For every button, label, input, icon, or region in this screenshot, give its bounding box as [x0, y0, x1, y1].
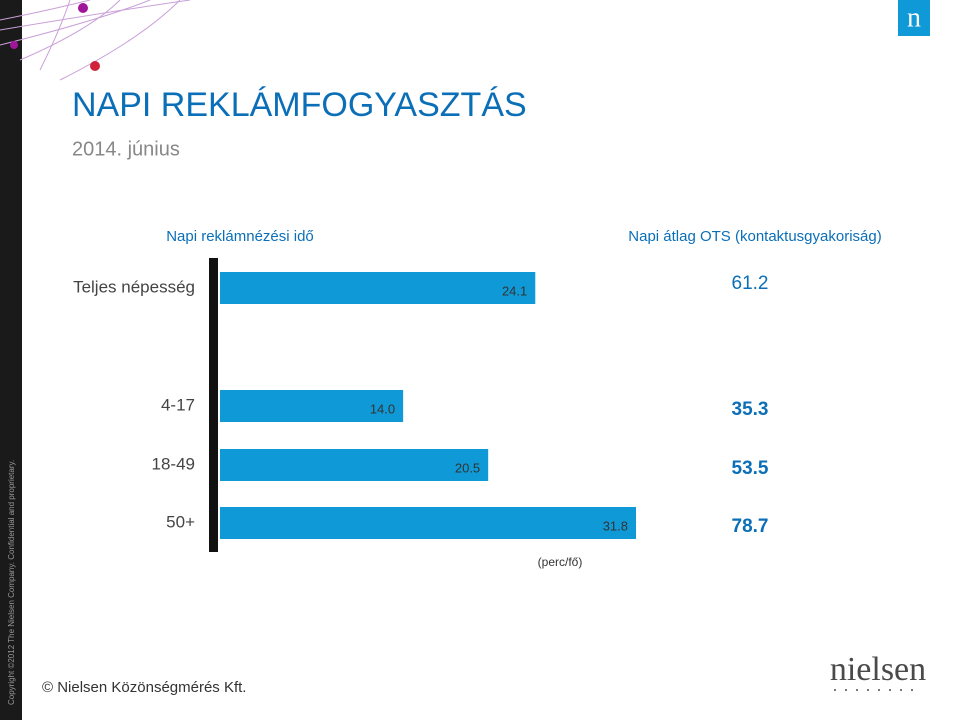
ots-value: 53.5: [732, 458, 769, 479]
copyright: Copyright ©2012 The Nielsen Company. Con…: [7, 460, 16, 705]
bar: [220, 272, 536, 304]
decoration: [0, 0, 191, 81]
value-label: 20.5: [455, 460, 480, 475]
subtitle: 2014. június: [72, 138, 180, 160]
ots-value: 35.3: [732, 399, 769, 420]
category-label: 4-17: [161, 395, 195, 414]
ots-value: 61.2: [732, 273, 769, 294]
unit-label: (perc/fő): [538, 555, 583, 569]
side-strip: [0, 0, 22, 720]
decoration-dot: [90, 61, 100, 71]
ots-value: 78.7: [732, 516, 769, 537]
ots-title: Napi átlag OTS (kontaktusgyakoriság): [628, 228, 881, 245]
axis-bar: [209, 258, 218, 552]
category-label: Teljes népesség: [73, 277, 195, 296]
decoration-dot: [10, 41, 18, 49]
category-label: 50+: [166, 512, 195, 531]
title: NAPI REKLÁMFOGYASZTÁS: [72, 86, 527, 124]
bar: [220, 449, 489, 481]
value-label: 14.0: [370, 401, 395, 416]
logo-name: nielsen: [830, 651, 926, 688]
logo-box: [898, 0, 930, 36]
logo-mark: n: [907, 2, 921, 33]
value-label: 31.8: [603, 518, 628, 533]
bar: [220, 507, 636, 539]
footer: © Nielsen Közönségmérés Kft.: [42, 679, 246, 696]
bar: [220, 390, 404, 422]
value-label: 24.1: [502, 283, 527, 298]
chart-title: Napi reklámnézési idő: [166, 228, 314, 245]
category-label: 18-49: [152, 454, 195, 473]
decoration-dot: [78, 3, 88, 13]
